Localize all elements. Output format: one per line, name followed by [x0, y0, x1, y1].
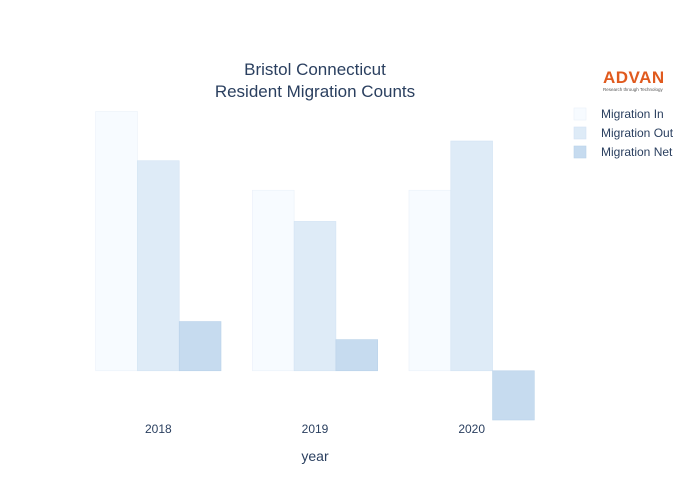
bar-migration-out-2019[interactable]: [293, 221, 337, 372]
legend-label: Migration Net: [601, 145, 673, 159]
legend-label: Migration In: [601, 107, 664, 121]
chart-title-line2: Resident Migration Counts: [215, 82, 415, 101]
legend-item-migration-out[interactable]: Migration Out: [573, 126, 674, 140]
legend-label: Migration Out: [601, 126, 674, 140]
bar-migration-out-2018[interactable]: [137, 160, 180, 372]
legend-swatch: [573, 107, 587, 121]
bar-migration-net-2020[interactable]: [492, 370, 535, 421]
bar-migration-in-2020[interactable]: [408, 189, 452, 372]
advan-logo: ADVAN Research through Technology: [603, 68, 665, 92]
x-tick-2019: 2019: [302, 422, 329, 436]
x-tick-2018: 2018: [145, 422, 172, 436]
legend-swatch: [573, 126, 587, 140]
legend[interactable]: Migration In Migration Out Migration Net: [573, 107, 674, 159]
chart-title-line1: Bristol Connecticut: [244, 60, 386, 79]
logo-tagline: Research through Technology: [603, 87, 663, 92]
bar-migration-net-2019[interactable]: [335, 339, 378, 372]
legend-item-migration-net[interactable]: Migration Net: [573, 145, 673, 159]
bar-migration-net-2018[interactable]: [178, 321, 222, 372]
bars-layer: [95, 111, 535, 421]
bar-migration-in-2018[interactable]: [95, 111, 138, 372]
logo-wordmark: ADVAN: [603, 68, 665, 87]
x-tick-2020: 2020: [458, 422, 485, 436]
legend-swatch: [573, 145, 587, 159]
bar-migration-in-2019[interactable]: [252, 189, 295, 372]
bar-migration-out-2020[interactable]: [450, 140, 493, 372]
legend-item-migration-in[interactable]: Migration In: [573, 107, 664, 121]
x-tick-labels: 2018 2019 2020: [145, 422, 485, 436]
x-axis-title: year: [301, 448, 329, 464]
